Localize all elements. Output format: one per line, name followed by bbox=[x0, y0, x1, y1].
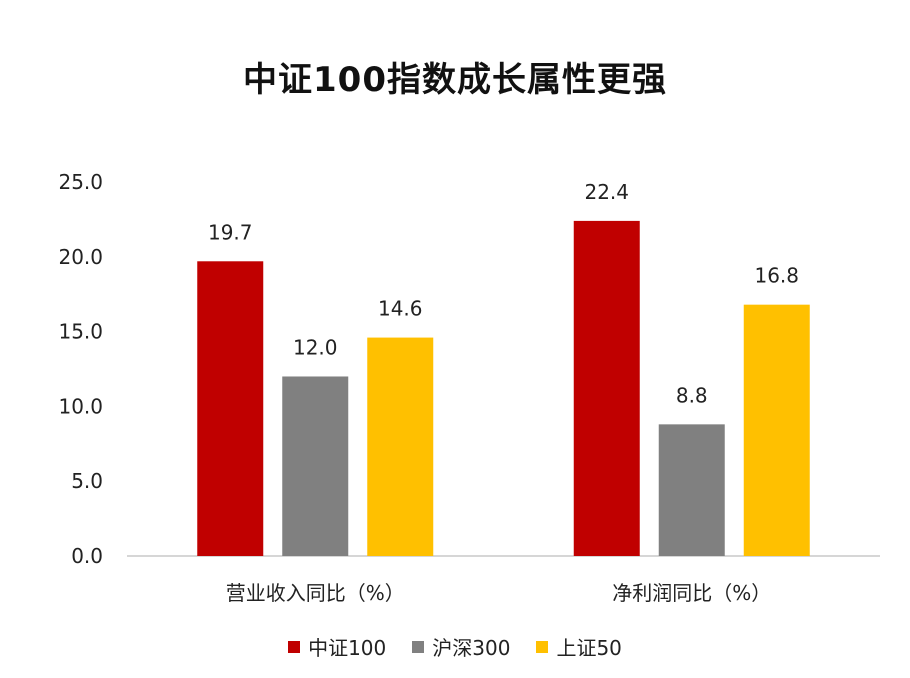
x-category-label: 净利润同比（%） bbox=[612, 581, 771, 605]
data-label: 8.8 bbox=[676, 383, 708, 407]
bar-3-2 bbox=[743, 304, 810, 556]
data-label: 14.6 bbox=[378, 297, 423, 321]
x-category-label: 营业收入同比（%） bbox=[226, 581, 405, 605]
legend-swatch bbox=[412, 640, 425, 653]
y-tick-label: 15.0 bbox=[58, 320, 103, 344]
legend-swatch bbox=[536, 640, 549, 653]
legend-label: 上证50 bbox=[556, 636, 622, 660]
legend-swatch bbox=[288, 640, 301, 653]
legend-item: 沪深300 bbox=[412, 632, 510, 661]
bar-1-1 bbox=[197, 261, 264, 556]
bar-1-2 bbox=[573, 220, 640, 556]
chart-legend: 中证100 沪深300 上证50 bbox=[0, 632, 910, 661]
y-tick-label: 5.0 bbox=[71, 469, 103, 493]
bar-2-2 bbox=[658, 424, 725, 556]
legend-item: 上证50 bbox=[536, 632, 622, 661]
bar-2-1 bbox=[282, 376, 349, 556]
legend-label: 沪深300 bbox=[432, 636, 511, 660]
data-label: 12.0 bbox=[293, 335, 338, 359]
legend-label: 中证100 bbox=[308, 636, 387, 660]
legend-item: 中证100 bbox=[288, 632, 386, 661]
y-tick-label: 25.0 bbox=[58, 170, 103, 194]
y-tick-label: 20.0 bbox=[58, 245, 103, 269]
data-label: 19.7 bbox=[208, 220, 253, 244]
y-tick-label: 0.0 bbox=[71, 544, 103, 568]
data-label: 16.8 bbox=[754, 264, 799, 288]
chart-title: 中证100指数成长属性更强 bbox=[243, 60, 667, 100]
data-label: 22.4 bbox=[584, 180, 629, 204]
y-tick-label: 10.0 bbox=[58, 394, 103, 418]
bar-3-1 bbox=[367, 337, 434, 556]
